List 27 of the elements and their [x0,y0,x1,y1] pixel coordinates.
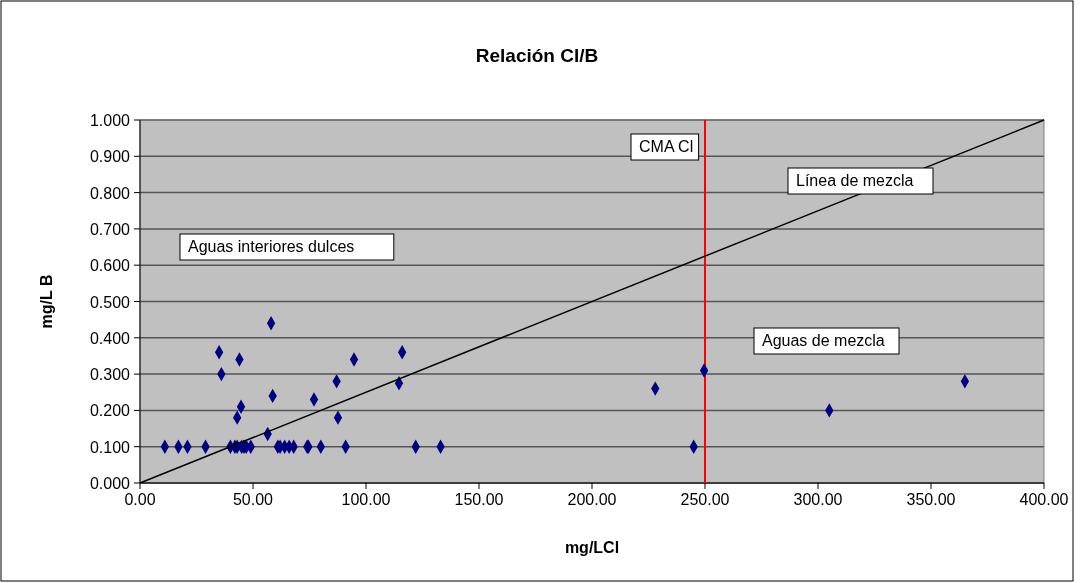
ref-line-label: CMA Cl [639,138,694,155]
y-tick-label: 0.600 [89,257,131,275]
x-tick-label: 100.00 [341,491,391,508]
y-tick-label: 0.500 [89,293,131,311]
y-tick-label: 1.000 [89,112,131,129]
x-tick-label: 50.00 [232,491,274,508]
y-tick-label: 0.100 [89,438,131,456]
x-tick-label: 250.00 [680,491,730,508]
x-tick-label: 150.00 [454,491,504,508]
series-label: Línea de mezcla [796,172,914,189]
y-tick-label: 0.000 [89,475,131,492]
x-axis-title: mg/LCl [564,539,620,556]
y-tick-label: 0.900 [89,148,131,166]
chart-title: Relación Cl/B [475,45,599,66]
y-tick-label: 0.800 [89,184,131,202]
y-tick-label: 0.400 [89,329,131,347]
y-axis-title: mg/L B [38,274,55,329]
y-tick-label: 0.200 [89,402,131,420]
annotation: Aguas de mezcla [762,332,885,349]
annotation: Aguas interiores dulces [188,238,355,255]
x-tick-label: 350.00 [906,491,956,508]
x-tick-label: 200.00 [567,491,617,508]
x-tick-label: 300.00 [793,491,843,508]
x-tick-label: 0.00 [124,491,156,508]
y-tick-label: 0.700 [89,220,131,238]
y-tick-label: 0.300 [89,366,131,384]
x-tick-label: 400.00 [1019,491,1069,508]
